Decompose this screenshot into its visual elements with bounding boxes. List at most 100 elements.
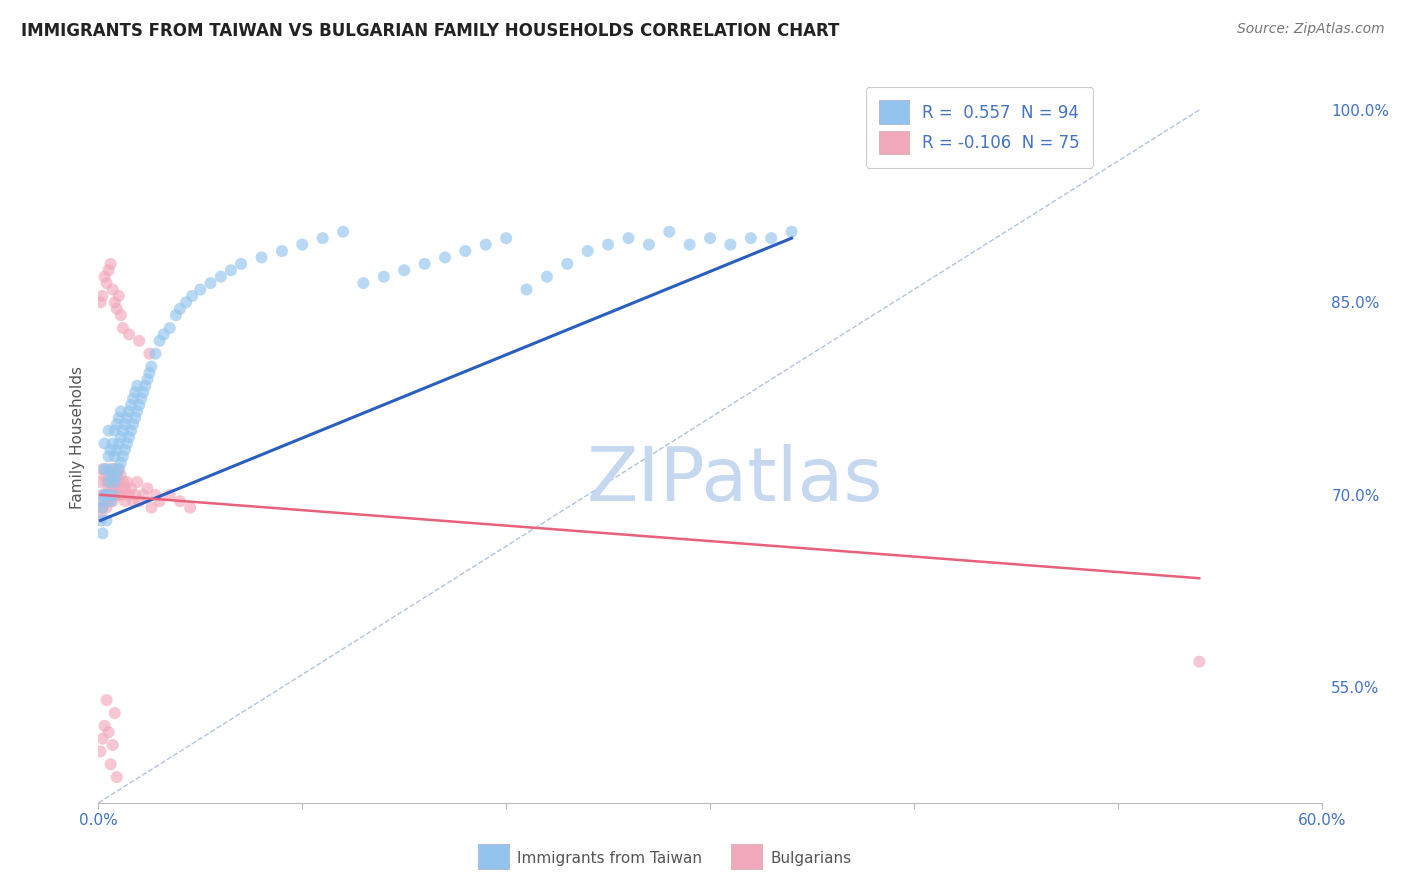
Point bbox=[761, 231, 783, 245]
Text: Bulgarians: Bulgarians bbox=[770, 851, 852, 865]
Point bbox=[120, 482, 142, 496]
Point bbox=[141, 359, 163, 374]
Point bbox=[291, 237, 314, 252]
Point bbox=[115, 436, 138, 450]
Point bbox=[110, 308, 132, 322]
Point bbox=[679, 237, 702, 252]
Point bbox=[159, 321, 181, 335]
Point bbox=[132, 385, 155, 400]
Point bbox=[149, 334, 172, 348]
Point bbox=[111, 424, 134, 438]
Point bbox=[111, 475, 134, 489]
Point bbox=[720, 237, 742, 252]
Point bbox=[373, 269, 395, 284]
Legend: R =  0.557  N = 94, R = -0.106  N = 75: R = 0.557 N = 94, R = -0.106 N = 75 bbox=[866, 87, 1092, 168]
Point bbox=[129, 392, 152, 406]
Point bbox=[115, 475, 138, 489]
Point bbox=[93, 468, 115, 483]
Point bbox=[127, 475, 149, 489]
Point bbox=[124, 385, 146, 400]
Point bbox=[159, 488, 181, 502]
Point bbox=[93, 488, 115, 502]
Point bbox=[96, 514, 118, 528]
Point bbox=[91, 500, 114, 515]
Point bbox=[127, 378, 149, 392]
Point bbox=[122, 417, 145, 432]
Point bbox=[91, 462, 114, 476]
Point bbox=[101, 494, 124, 508]
Point bbox=[231, 257, 253, 271]
Point bbox=[105, 301, 128, 316]
Point bbox=[127, 404, 149, 418]
Point bbox=[110, 468, 132, 483]
Point bbox=[89, 507, 111, 521]
Point bbox=[495, 231, 517, 245]
Point bbox=[96, 488, 118, 502]
Point bbox=[111, 450, 134, 464]
Point bbox=[181, 289, 204, 303]
Point bbox=[105, 488, 128, 502]
Point bbox=[124, 488, 146, 502]
Point bbox=[270, 244, 294, 258]
Point bbox=[136, 482, 159, 496]
Point bbox=[96, 462, 118, 476]
Point bbox=[100, 475, 122, 489]
Point bbox=[128, 334, 150, 348]
Point bbox=[110, 430, 132, 444]
Point bbox=[209, 269, 232, 284]
Point bbox=[141, 500, 163, 515]
Point bbox=[114, 442, 136, 457]
Point bbox=[96, 500, 118, 515]
Point bbox=[188, 283, 212, 297]
Point bbox=[97, 475, 120, 489]
Text: ZIPatlas: ZIPatlas bbox=[586, 444, 883, 517]
Point bbox=[124, 410, 146, 425]
Point bbox=[110, 482, 132, 496]
Point bbox=[1188, 655, 1211, 669]
Point bbox=[114, 482, 136, 496]
Point bbox=[108, 462, 131, 476]
Point bbox=[93, 436, 115, 450]
Point bbox=[136, 372, 159, 386]
Text: Source: ZipAtlas.com: Source: ZipAtlas.com bbox=[1237, 22, 1385, 37]
Point bbox=[108, 436, 131, 450]
Point bbox=[91, 488, 114, 502]
Text: IMMIGRANTS FROM TAIWAN VS BULGARIAN FAMILY HOUSEHOLDS CORRELATION CHART: IMMIGRANTS FROM TAIWAN VS BULGARIAN FAMI… bbox=[21, 22, 839, 40]
Point bbox=[128, 494, 150, 508]
Point bbox=[104, 450, 127, 464]
Point bbox=[101, 462, 124, 476]
Point bbox=[516, 283, 538, 297]
Point bbox=[100, 488, 122, 502]
Point bbox=[658, 225, 681, 239]
Point bbox=[108, 462, 131, 476]
Point bbox=[93, 488, 115, 502]
Point bbox=[100, 757, 122, 772]
Point bbox=[93, 494, 115, 508]
Point bbox=[132, 488, 155, 502]
Point bbox=[312, 231, 335, 245]
Point bbox=[101, 436, 124, 450]
Point bbox=[101, 283, 124, 297]
Point bbox=[96, 276, 118, 290]
Point bbox=[474, 237, 498, 252]
Point bbox=[392, 263, 416, 277]
Point bbox=[169, 301, 191, 316]
Point bbox=[122, 392, 145, 406]
Point bbox=[134, 378, 156, 392]
Point bbox=[100, 462, 122, 476]
Point bbox=[108, 488, 131, 502]
Point bbox=[145, 346, 167, 360]
Point bbox=[97, 468, 120, 483]
Point bbox=[122, 494, 145, 508]
Point bbox=[413, 257, 436, 271]
Point bbox=[101, 488, 124, 502]
Point bbox=[434, 251, 457, 265]
Point bbox=[91, 731, 114, 746]
Point bbox=[97, 482, 120, 496]
Point bbox=[105, 468, 128, 483]
Point bbox=[104, 424, 127, 438]
Point bbox=[105, 468, 128, 483]
Point bbox=[179, 500, 201, 515]
Point bbox=[97, 725, 120, 739]
Point bbox=[93, 719, 115, 733]
